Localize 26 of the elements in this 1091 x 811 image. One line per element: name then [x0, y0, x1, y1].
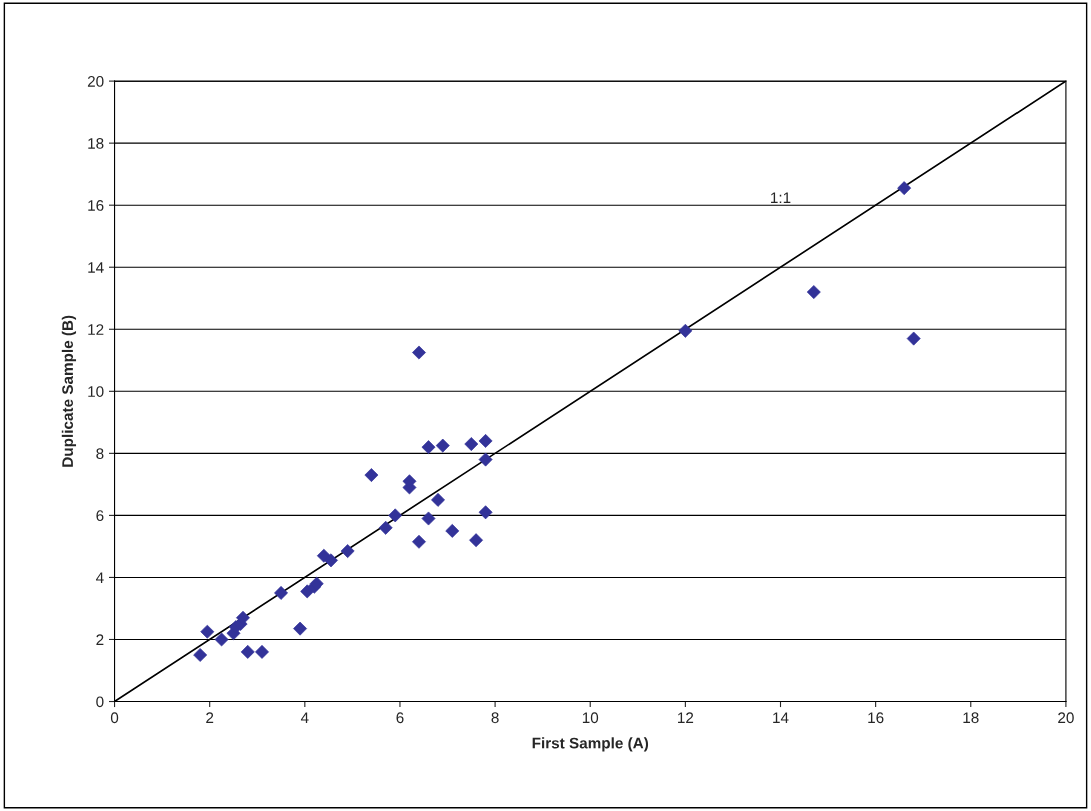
x-axis-title: First Sample (A)	[532, 737, 649, 752]
x-tick-label: 16	[868, 712, 884, 724]
y-tick-label: 12	[88, 324, 104, 335]
y-tick-label: 20	[87, 75, 104, 87]
y-tick-label: 6	[96, 510, 104, 522]
x-tick-label: 12	[678, 712, 694, 723]
y-tick-label: 10	[88, 386, 104, 397]
y-tick-label: 14	[88, 262, 104, 273]
x-tick-label: 10	[582, 712, 599, 724]
annotation: 1:1	[771, 192, 791, 203]
x-tick-label: 6	[396, 712, 404, 724]
y-tick-label: 2	[96, 634, 104, 646]
x-tick-label: 20	[1058, 712, 1074, 724]
y-tick-label: 0	[96, 696, 104, 708]
x-tick-label: 14	[773, 712, 789, 723]
y-axis-title: Duplicate Sample (B)	[61, 315, 77, 467]
x-tick-label: 8	[491, 712, 499, 724]
point	[293, 621, 308, 636]
x-tick-label: 18	[963, 712, 979, 724]
y-tick-label: 18	[88, 138, 104, 149]
x-tick-label: 4	[300, 712, 309, 723]
y-tick-label: 16	[88, 200, 104, 211]
x-tick-label: 0	[110, 712, 119, 724]
y-tick-label: 8	[96, 448, 104, 460]
x-tick-label: 2	[206, 712, 214, 723]
y-tick-label: 4	[95, 572, 104, 583]
